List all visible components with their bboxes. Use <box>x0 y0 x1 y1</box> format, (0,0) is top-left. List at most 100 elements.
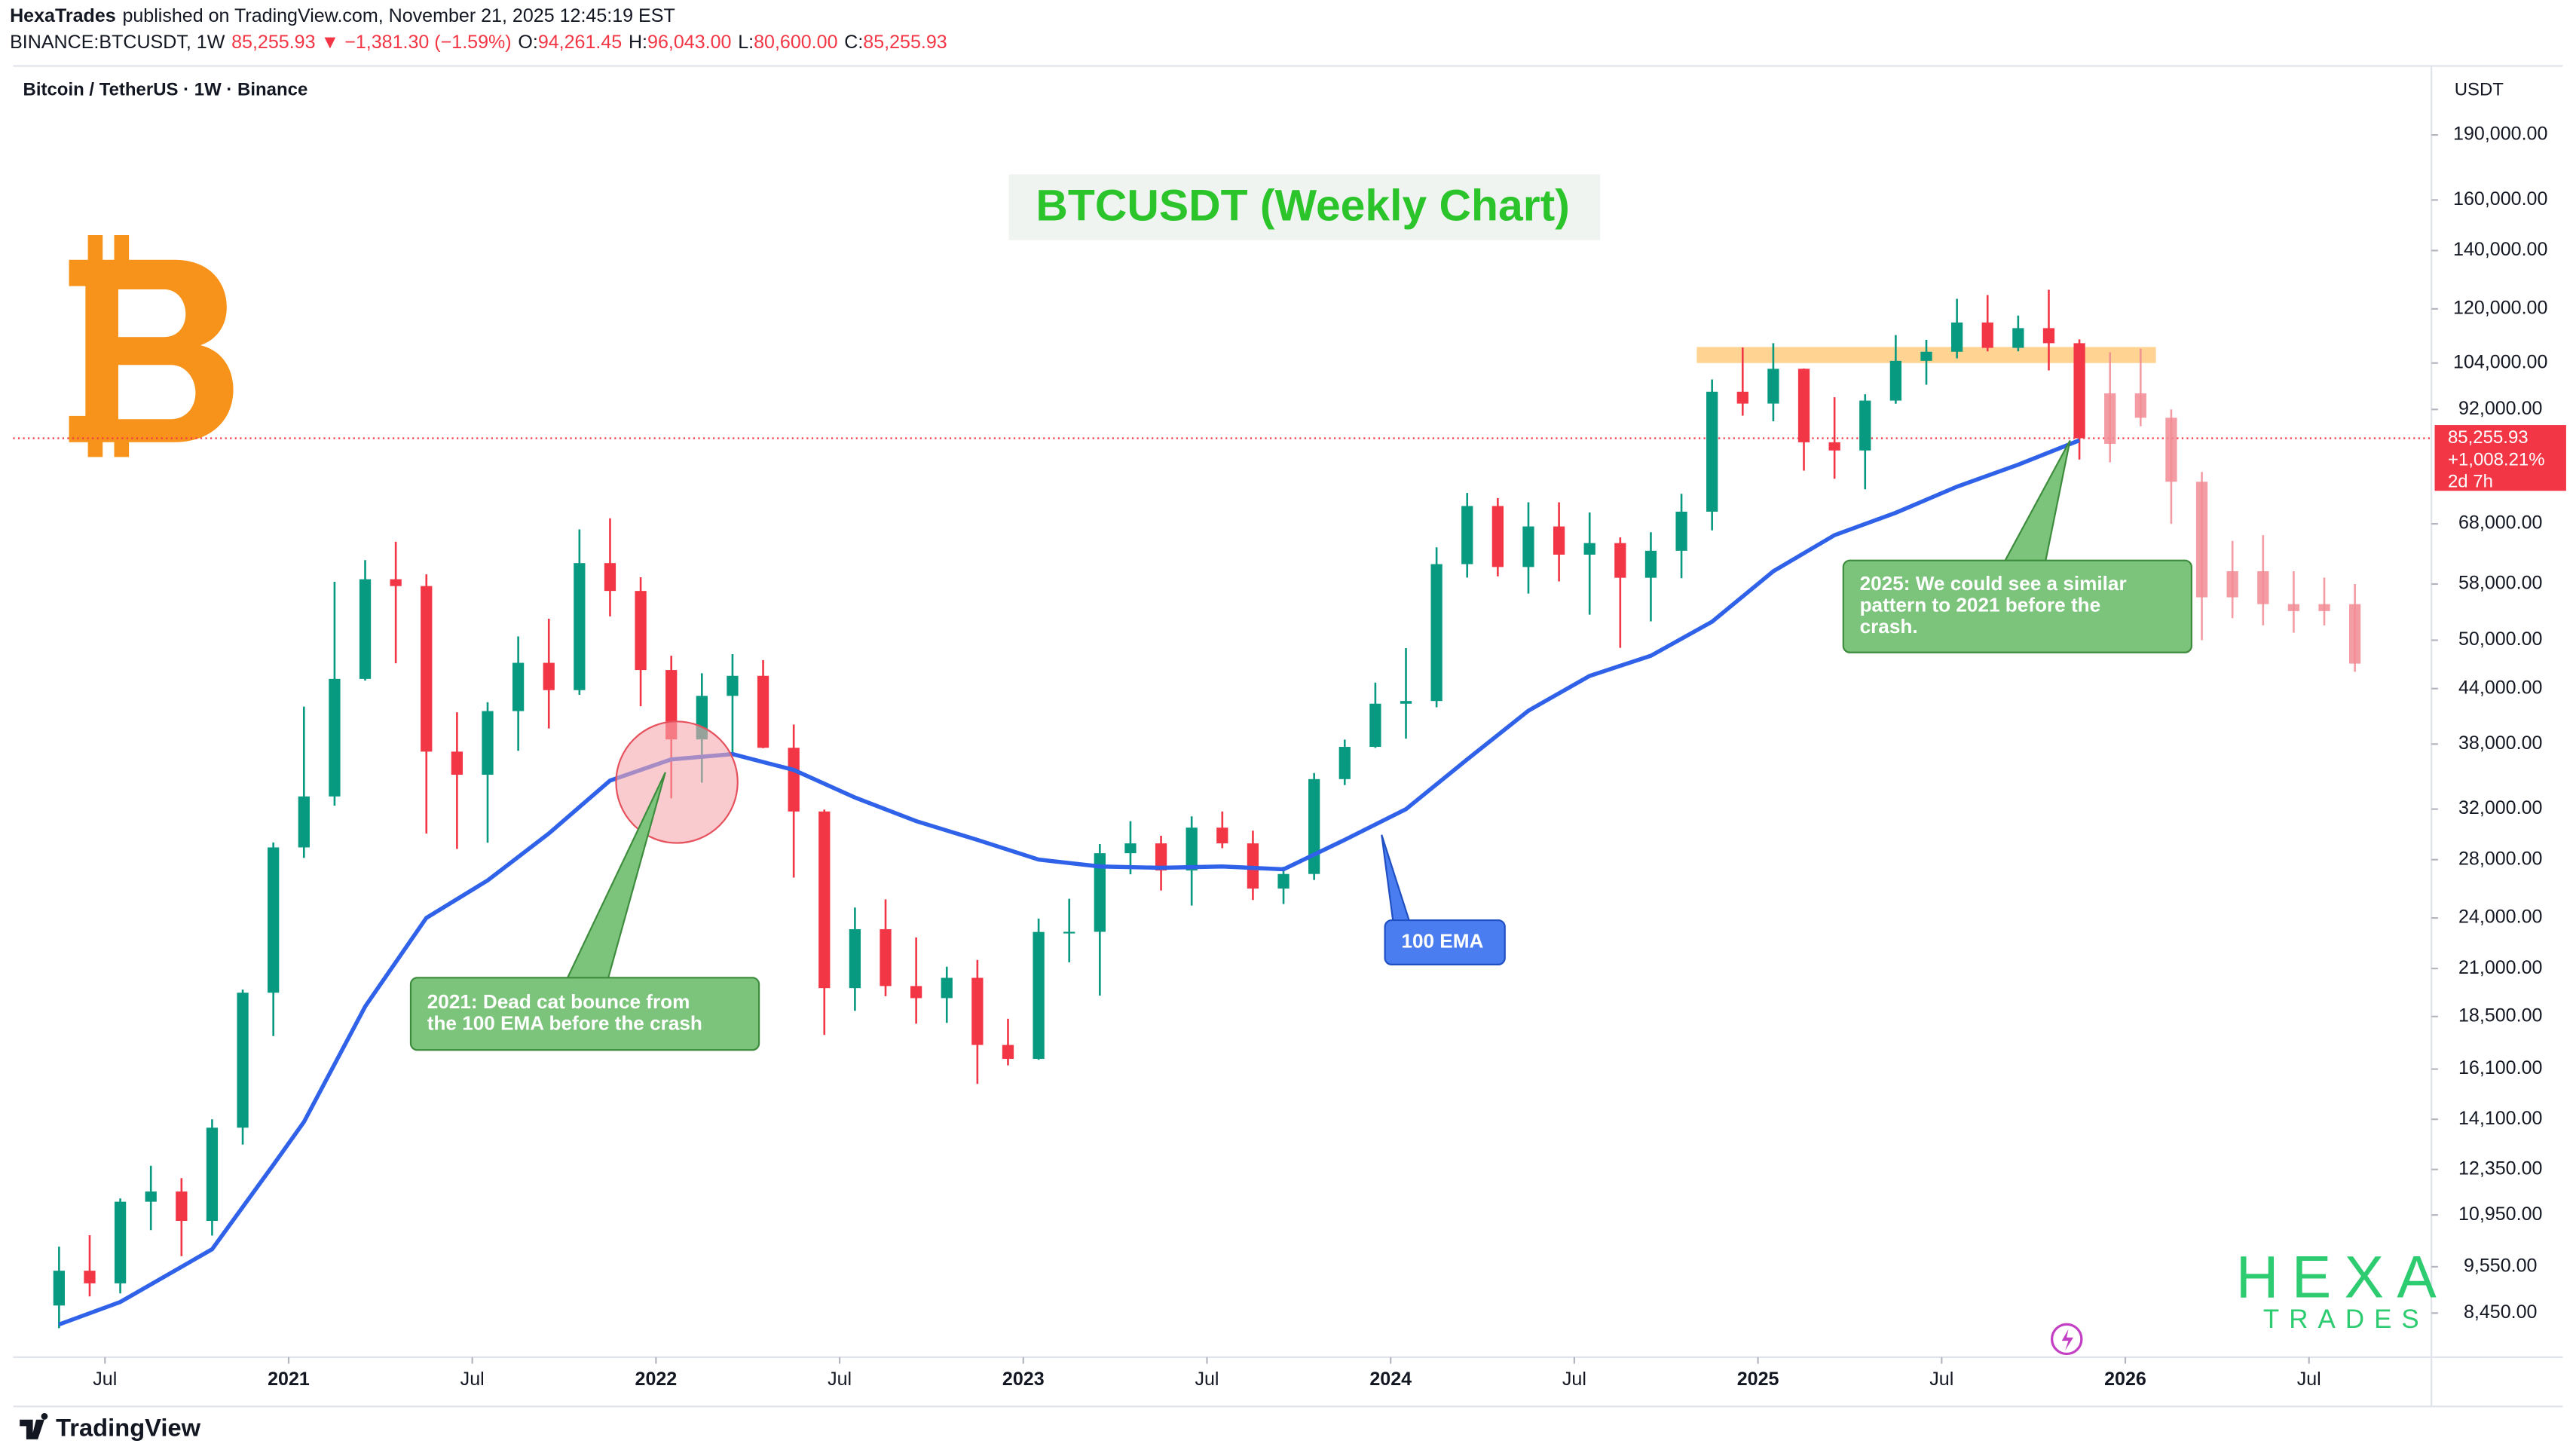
callout-box <box>1384 919 1506 965</box>
candle-body <box>1981 322 1993 348</box>
candle-body <box>727 675 739 696</box>
candle-body <box>1155 843 1167 871</box>
candle-body <box>1094 853 1106 932</box>
candle-body <box>53 1271 65 1306</box>
publish-info: published on TradingView.com, November 2… <box>122 5 675 26</box>
ohlc-key: O: <box>518 32 537 53</box>
candle-body <box>1063 931 1075 934</box>
x-tick-label: 2025 <box>1737 1369 1779 1390</box>
publisher: HexaTrades <box>10 5 116 26</box>
candle-body <box>910 986 922 999</box>
candle-body <box>1614 543 1626 578</box>
y-tick-label: 14,100.00 <box>2458 1108 2542 1129</box>
candle-body <box>604 563 616 592</box>
y-tick-label: 50,000.00 <box>2458 629 2542 650</box>
candle-body <box>1338 747 1351 779</box>
candle-body <box>1186 827 1198 871</box>
candle-body <box>2226 570 2238 598</box>
y-tick-label: 44,000.00 <box>2458 677 2542 698</box>
candle-body <box>1767 369 1779 404</box>
x-tick-label: 2024 <box>1369 1369 1412 1390</box>
y-tick-label: 28,000.00 <box>2458 848 2542 869</box>
candle-body <box>1859 400 1871 451</box>
x-tick-label: 2026 <box>2104 1369 2146 1390</box>
watermark: TRADES <box>2263 1305 2429 1334</box>
candle-body <box>482 711 494 775</box>
alert-icon <box>2050 1323 2083 1356</box>
candle-body <box>1889 360 1902 401</box>
candle-body <box>1277 873 1290 889</box>
candle-body <box>1308 778 1320 874</box>
x-tick-label: 2022 <box>635 1369 678 1390</box>
candle-body <box>1430 564 1442 702</box>
callout-text: 100 EMA <box>1401 929 1483 952</box>
candle-body <box>757 675 769 748</box>
y-tick-label: 160,000.00 <box>2453 188 2547 210</box>
x-tick-label: Jul <box>93 1369 117 1390</box>
callout-text: 2021: Dead cat bounce from <box>427 990 690 1013</box>
candle-body <box>268 847 280 993</box>
y-tick-label: 92,000.00 <box>2458 398 2542 419</box>
ohlc-value: 85,255.93 <box>863 32 947 53</box>
candle-body <box>1920 351 1932 361</box>
y-tick-label: 104,000.00 <box>2453 351 2547 372</box>
candle-body <box>2104 393 2116 444</box>
candle-body <box>1675 511 1687 551</box>
candle-body <box>818 811 831 989</box>
candle-body <box>1369 703 1381 748</box>
callout-text: pattern to 2021 before the <box>1860 594 2101 616</box>
y-tick-label: 9,550.00 <box>2464 1255 2538 1276</box>
y-tick-label: 10,950.00 <box>2458 1204 2542 1225</box>
candle-body <box>1491 506 1504 567</box>
candle-body <box>2257 570 2269 604</box>
candle-body <box>2195 482 2208 598</box>
price-label: 85,255.93 <box>2448 427 2529 448</box>
callout-box <box>1842 559 2193 653</box>
y-tick-label: 16,100.00 <box>2458 1057 2542 1078</box>
x-tick-label: 2021 <box>268 1369 310 1390</box>
x-tick-label: Jul <box>828 1369 852 1390</box>
y-tick-label: 21,000.00 <box>2458 957 2542 978</box>
candle-body <box>359 579 372 679</box>
candle-body <box>543 662 555 690</box>
publisher-line: HexaTrades published on TradingView.com, … <box>10 5 675 26</box>
ohlc-value: 96,043.00 <box>647 32 731 53</box>
candle-body <box>512 662 525 711</box>
y-tick-label: 8,450.00 <box>2464 1302 2538 1323</box>
y-tick-label: 12,350.00 <box>2458 1158 2542 1179</box>
highlight-circle <box>615 720 739 844</box>
candle-body <box>880 928 892 986</box>
y-tick-label: 68,000.00 <box>2458 512 2542 534</box>
ohlc-key: H: <box>629 32 647 53</box>
change: 85,255.93 ▼ −1,381.30 (−1.59%) <box>231 32 512 53</box>
ohlc-key: L: <box>738 32 754 53</box>
ohlc-value: 94,261.45 <box>538 32 622 53</box>
candle-body <box>421 586 433 752</box>
candle-body <box>2165 418 2177 482</box>
chart-title: BTCUSDT (Weekly Chart) <box>1036 182 1569 231</box>
candle-body <box>145 1191 157 1202</box>
candle-body <box>2287 604 2300 611</box>
title-box <box>1008 174 1601 240</box>
candle-body <box>2134 393 2146 418</box>
candle-body <box>114 1201 127 1283</box>
symbol: BINANCE:BTCUSDT, 1W <box>10 32 225 53</box>
callout-box <box>409 977 760 1051</box>
candle-body <box>1216 827 1228 844</box>
candle-body <box>1797 369 1810 442</box>
candle-body <box>206 1127 219 1222</box>
callout-text: the 100 EMA before the crash <box>427 1011 702 1034</box>
candle-body <box>1553 526 1565 555</box>
alert-icon <box>2061 1329 2073 1351</box>
candle-body <box>1950 322 1963 352</box>
candle-body <box>788 748 800 812</box>
ema-line <box>58 438 2081 1327</box>
candle-body <box>1033 931 1045 1060</box>
candle-body <box>1461 506 1473 564</box>
y-tick-label: 120,000.00 <box>2453 297 2547 318</box>
x-tick-label: Jul <box>1562 1369 1586 1390</box>
candle-body <box>84 1271 96 1283</box>
candle-body <box>1400 701 1412 704</box>
candle-body <box>941 977 953 999</box>
candle-body <box>635 591 647 671</box>
